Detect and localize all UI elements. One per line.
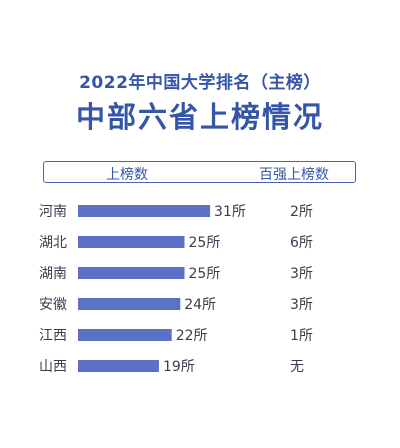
category-label: 河南 [39, 204, 67, 220]
bar-value-label: 31所 [214, 204, 246, 220]
page-subtitle: 中部六省上榜情况 [75, 100, 324, 134]
bar [78, 329, 172, 341]
top100-count-label: 3所 [290, 297, 313, 313]
bar-value-label: 25所 [189, 235, 221, 251]
bar [78, 298, 181, 310]
page-title: 2022年中国大学排名（主榜） [79, 73, 321, 93]
category-label: 山西 [39, 359, 67, 375]
header-count-label: 上榜数 [106, 167, 148, 183]
bar-value-label: 24所 [184, 297, 216, 313]
category-label: 安徽 [39, 297, 67, 313]
top100-count-label: 6所 [290, 235, 313, 251]
top100-count-label: 无 [290, 359, 304, 375]
header-top100-label: 百强上榜数 [259, 167, 329, 183]
category-label: 江西 [39, 328, 67, 344]
bar [78, 236, 185, 248]
bar-value-label: 25所 [189, 266, 221, 282]
category-label: 湖北 [39, 235, 67, 251]
bar-value-label: 22所 [176, 328, 208, 344]
bar [78, 205, 211, 217]
bar-value-label: 19所 [163, 359, 195, 375]
top100-count-label: 1所 [290, 328, 313, 344]
top100-count-label: 2所 [290, 204, 313, 220]
bar [78, 360, 159, 372]
column-header-bar [43, 161, 356, 183]
bar [78, 267, 185, 279]
top100-count-label: 3所 [290, 266, 313, 282]
category-label: 湖南 [39, 266, 67, 282]
